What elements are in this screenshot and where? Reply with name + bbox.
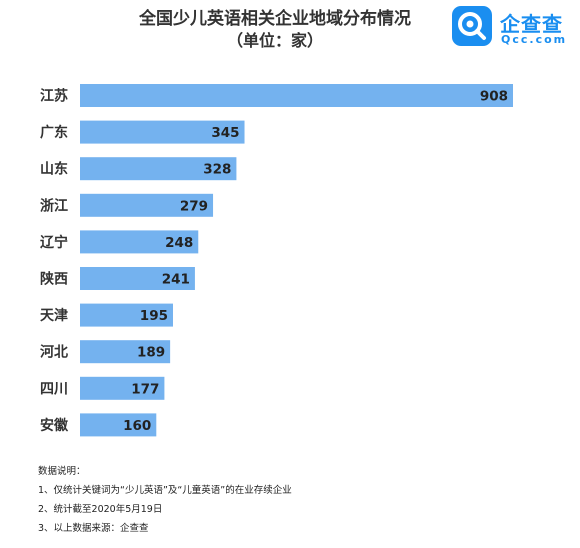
bar-value-label: 160: [123, 418, 151, 434]
bar-value-label: 177: [131, 381, 159, 397]
note-item-2: 2、统计截至2020年5月19日: [38, 504, 163, 515]
category-label: 浙江: [40, 197, 68, 214]
qcc-logo-icon: [452, 6, 492, 46]
logo-brand-text: 企查查: [500, 12, 563, 36]
category-label: 江苏: [40, 88, 68, 105]
bar: [80, 267, 195, 290]
bar: [80, 157, 237, 181]
category-label: 安徽: [40, 417, 69, 434]
bar: [80, 340, 171, 364]
chart-subtitle: （单位：家）: [226, 31, 323, 50]
note-item-3: 3、以上数据来源：企查查: [38, 523, 149, 534]
bar-value-label: 279: [180, 198, 208, 214]
chart-title: 全国少儿英语相关企业地域分布情况: [139, 9, 411, 29]
category-label: 广东: [40, 124, 68, 141]
category-label: 陕西: [40, 271, 68, 288]
category-label: 天津: [40, 307, 68, 324]
bar-value-label: 345: [211, 125, 239, 141]
bar: [80, 376, 165, 400]
data-notes: 数据说明： 1、仅统计关键词为“少儿英语”及“儿童英语”的在业存续企业 2、统计…: [38, 462, 558, 538]
category-label: 河北: [40, 344, 68, 361]
category-label: 辽宁: [40, 234, 68, 251]
bar-value-label: 189: [137, 345, 165, 361]
logo-domain-text: Qcc.com: [501, 33, 568, 46]
bar: [80, 84, 513, 107]
bar-chart: 江苏 908 广东 345 山东 328 浙江 279 辽宁 248 陕西 241 天津 195 河北 189…: [40, 84, 513, 437]
category-label: 山东: [40, 161, 68, 178]
bar: [80, 193, 214, 217]
bar: [80, 120, 245, 144]
notes-heading: 数据说明：: [38, 466, 86, 477]
bar-value-label: 241: [162, 272, 190, 288]
bar-value-label: 195: [140, 308, 168, 324]
bar-value-label: 908: [480, 89, 508, 105]
bar: [80, 413, 157, 437]
category-label: 四川: [40, 381, 68, 397]
bar: [80, 303, 173, 327]
bar-value-label: 328: [203, 162, 231, 178]
note-item-1: 1、仅统计关键词为“少儿英语”及“儿童英语”的在业存续企业: [38, 485, 292, 496]
qcc-logo: 企查查 Qcc.com: [452, 6, 576, 46]
bar: [80, 230, 199, 254]
bar-value-label: 248: [165, 235, 193, 251]
